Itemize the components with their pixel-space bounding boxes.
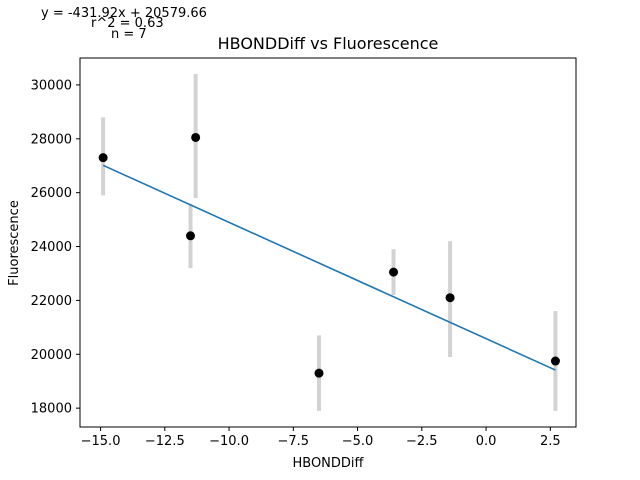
data-points — [98, 132, 560, 378]
x-tick-label-0: −15.0 — [81, 434, 121, 449]
y-axis-ticks: 18000 20000 22000 24000 26000 28000 30000 — [31, 78, 80, 417]
y-tick-label-6: 30000 — [31, 78, 72, 93]
regression-line — [102, 164, 556, 371]
data-point-1 — [191, 132, 201, 142]
x-tick-label-5: −2.5 — [406, 434, 438, 449]
y-axis-label: Fluorescence — [7, 200, 22, 286]
x-tick-label-2: −10.0 — [209, 434, 249, 449]
chart-title: HBONDDiff vs Fluorescence — [218, 34, 439, 53]
regression-equation-annotation: y = -431.92x + 20579.66 — [41, 6, 207, 21]
plot-area-frame — [79, 57, 577, 428]
data-point-5 — [445, 293, 455, 303]
x-axis-label: HBONDDiff — [292, 456, 364, 471]
y-tick-label-1: 20000 — [31, 348, 72, 363]
x-tick-label-4: −5.0 — [342, 434, 374, 449]
data-point-4 — [389, 267, 399, 277]
sample-size-annotation: n = 7 — [111, 27, 147, 42]
y-tick-label-4: 26000 — [31, 186, 72, 201]
y-tick-label-3: 24000 — [31, 240, 72, 255]
y-tick-label-5: 28000 — [31, 132, 72, 147]
data-point-2 — [186, 231, 196, 241]
x-tick-label-1: −12.5 — [145, 434, 185, 449]
x-tick-label-7: 2.5 — [540, 434, 561, 449]
data-point-6 — [550, 356, 560, 366]
x-tick-label-3: −7.5 — [278, 434, 310, 449]
y-tick-label-0: 18000 — [31, 402, 72, 417]
x-axis-ticks: −15.0 −12.5 −10.0 −7.5 −5.0 −2.5 0.0 2.5 — [81, 427, 561, 449]
data-point-0 — [98, 153, 108, 163]
data-point-3 — [314, 368, 324, 378]
y-tick-label-2: 22000 — [31, 294, 72, 309]
x-tick-label-6: 0.0 — [476, 434, 497, 449]
regression-line-group — [102, 164, 556, 371]
error-bars — [101, 74, 558, 411]
r-squared-annotation: r^2 = 0.63 — [91, 16, 164, 31]
